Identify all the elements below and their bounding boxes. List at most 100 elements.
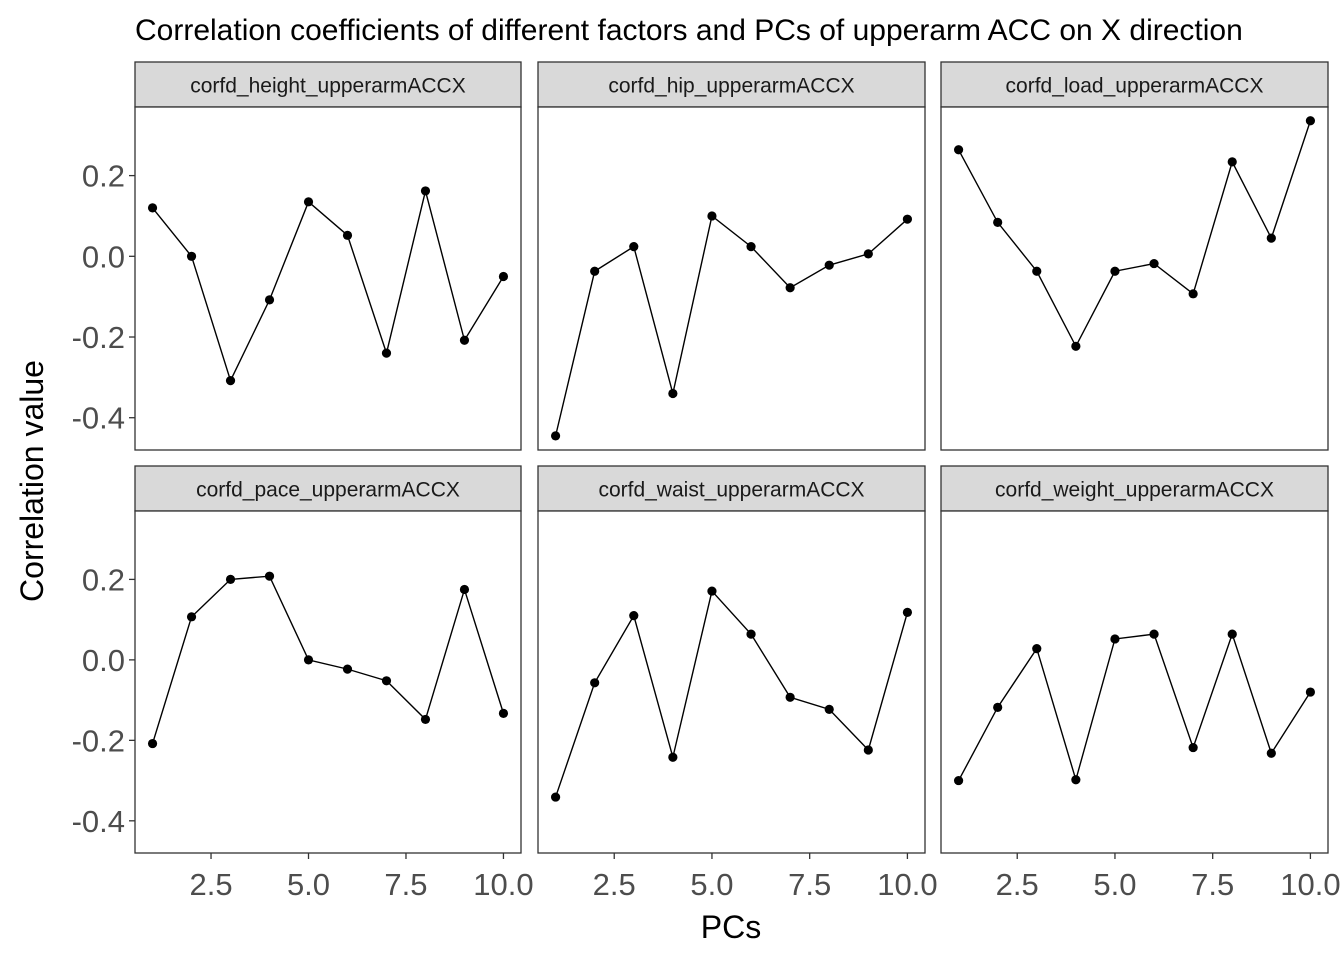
facet-panel-4: corfd_pace_upperarmACCX -0.4 -0.2 0.0 0.2 2.5…	[72, 465, 534, 902]
data-point	[147, 203, 158, 213]
facet-panel-6: corfd_weight_upperarmACCX 2.5 5.0 7.5 10.0	[940, 465, 1341, 902]
data-point	[668, 388, 678, 399]
data-point	[1032, 644, 1042, 654]
facet-strip-label: corfd_waist_upperarmACCX	[598, 479, 864, 502]
facet-strip-label: corfd_weight_upperarmACCX	[995, 479, 1274, 502]
data-point	[186, 251, 197, 261]
data-point	[1149, 258, 1159, 269]
y-axis-label: Correlation value	[14, 360, 50, 602]
data-point	[1305, 116, 1316, 126]
data-point	[785, 283, 795, 293]
data-point	[707, 211, 717, 221]
facet-panel-5: corfd_waist_upperarmACCX 2.5 5.0 7.5 10.0	[537, 465, 938, 902]
data-point	[993, 702, 1003, 712]
x-tick-label: 7.5	[788, 867, 831, 902]
data-point	[953, 775, 964, 786]
facet-panel-1: corfd_height_upperarmACCX -0.4 -0.2 0.0 0.2	[72, 61, 522, 451]
x-tick-label: 10.0	[1280, 867, 1340, 902]
data-point	[225, 574, 236, 585]
data-point	[498, 271, 509, 282]
facet-strip	[940, 61, 1329, 108]
data-point	[824, 704, 834, 714]
data-point	[1188, 289, 1198, 299]
y-tick-label: 0.2	[82, 562, 125, 597]
data-point	[381, 676, 392, 686]
data-point	[420, 714, 431, 725]
x-tick-label: 10.0	[473, 867, 533, 902]
data-point	[186, 612, 197, 622]
data-point	[550, 431, 561, 441]
facet-strip-label: corfd_pace_upperarmACCX	[196, 479, 460, 502]
data-point	[1305, 687, 1316, 697]
data-point	[1110, 634, 1120, 644]
facet-plot-area	[940, 106, 1329, 451]
series-line	[957, 120, 1312, 348]
y-tick-label: -0.4	[72, 804, 125, 839]
data-point	[902, 607, 913, 617]
x-tick-label: 7.5	[1191, 867, 1234, 902]
facet-strip	[940, 465, 1329, 512]
data-point	[381, 348, 392, 358]
facet-panel-3: corfd_load_upperarmACCX	[940, 61, 1329, 451]
x-tick-label: 5.0	[690, 867, 733, 902]
x-tick-label: 7.5	[384, 867, 427, 902]
facet-plot-area	[537, 510, 926, 854]
x-axis-label: PCs	[701, 909, 761, 945]
data-point	[303, 197, 314, 207]
data-point	[1266, 748, 1276, 758]
x-tick-label: 5.0	[1093, 867, 1136, 902]
data-point	[303, 655, 314, 665]
data-point	[459, 584, 470, 595]
data-point	[629, 611, 639, 621]
y-tick-label: -0.2	[72, 723, 125, 758]
data-point	[264, 571, 275, 581]
data-point	[863, 249, 873, 259]
data-point	[225, 375, 236, 386]
data-point	[668, 752, 678, 762]
data-point	[1071, 775, 1081, 785]
data-point	[1149, 629, 1159, 639]
data-point	[746, 242, 756, 252]
data-point	[459, 335, 470, 345]
x-tick-label: 2.5	[593, 867, 636, 902]
data-point	[590, 678, 600, 688]
data-point	[1110, 266, 1120, 276]
x-tick-label: 2.5	[996, 867, 1039, 902]
data-point	[342, 664, 353, 674]
facet-panels: corfd_height_upperarmACCX -0.4 -0.2 0.0 0.2 c…	[72, 61, 1341, 902]
facet-plot-area	[134, 106, 522, 451]
data-point	[1071, 341, 1081, 351]
facet-plot-area	[940, 510, 1329, 854]
data-point	[902, 214, 913, 224]
data-point	[1227, 629, 1237, 639]
facet-strip	[134, 465, 522, 512]
facet-panel-2: corfd_hip_upperarmACCX	[537, 61, 926, 451]
data-point	[707, 586, 717, 596]
data-point	[785, 692, 795, 702]
data-point	[1266, 233, 1276, 243]
data-point	[863, 745, 873, 755]
data-point	[1227, 157, 1237, 167]
data-point	[264, 295, 275, 305]
facet-strip-label: corfd_height_upperarmACCX	[190, 75, 465, 98]
y-tick-label: 0.0	[82, 239, 125, 274]
series-line	[957, 631, 1311, 783]
facet-strip-label: corfd_load_upperarmACCX	[1006, 75, 1264, 98]
facet-strip-label: corfd_hip_upperarmACCX	[608, 75, 854, 98]
data-point	[550, 792, 561, 802]
facet-strip	[537, 465, 926, 512]
y-tick-label: -0.4	[72, 401, 125, 436]
data-point	[1188, 742, 1198, 753]
data-point	[953, 145, 964, 155]
x-tick-label: 2.5	[189, 867, 232, 902]
x-tick-label: 5.0	[287, 867, 330, 902]
data-point	[993, 217, 1003, 228]
data-point	[629, 242, 639, 252]
data-point	[746, 629, 756, 639]
x-tick-label: 10.0	[877, 867, 937, 902]
data-point	[147, 738, 158, 749]
data-point	[1032, 266, 1042, 276]
y-tick-label: -0.2	[72, 320, 125, 355]
